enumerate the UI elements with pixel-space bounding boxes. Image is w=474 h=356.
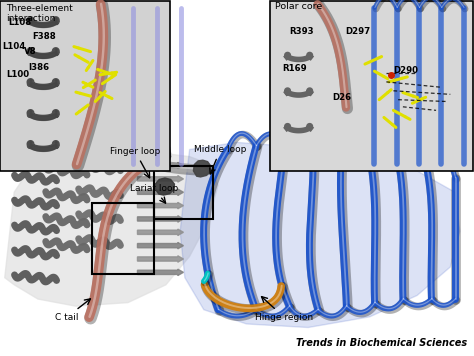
Polygon shape: [180, 142, 460, 328]
Text: Three-element
interaction: Three-element interaction: [6, 4, 73, 23]
FancyArrow shape: [137, 162, 183, 169]
Text: Trends in Biochemical Sciences: Trends in Biochemical Sciences: [296, 338, 467, 348]
Text: F388: F388: [32, 32, 55, 41]
FancyArrow shape: [137, 176, 183, 182]
Text: L108: L108: [9, 18, 32, 27]
Polygon shape: [149, 140, 171, 168]
Polygon shape: [149, 143, 171, 171]
Text: Finger loop: Finger loop: [110, 147, 160, 178]
FancyArrow shape: [137, 202, 183, 209]
Text: L104: L104: [2, 42, 26, 51]
Text: R169: R169: [282, 64, 307, 73]
Polygon shape: [155, 178, 174, 195]
FancyArrow shape: [137, 229, 183, 236]
Text: C tail: C tail: [55, 299, 91, 322]
Text: Hinge region: Hinge region: [255, 297, 313, 322]
Text: R393: R393: [289, 27, 314, 36]
FancyArrow shape: [137, 216, 183, 222]
Text: L100: L100: [7, 70, 30, 79]
Text: Lariat loop: Lariat loop: [130, 184, 178, 203]
Bar: [154, 166, 213, 219]
Text: Middle loop: Middle loop: [194, 145, 246, 174]
Polygon shape: [5, 150, 218, 306]
Bar: [0, 1, 170, 171]
FancyArrow shape: [137, 242, 183, 249]
Polygon shape: [193, 160, 211, 177]
Text: D290: D290: [393, 66, 419, 75]
Text: I386: I386: [28, 63, 49, 72]
FancyArrow shape: [137, 256, 183, 262]
Text: V8: V8: [24, 47, 36, 56]
FancyArrow shape: [137, 269, 183, 276]
Bar: [270, 1, 473, 171]
FancyArrow shape: [137, 189, 183, 195]
Text: D26: D26: [333, 93, 352, 102]
Bar: [92, 203, 154, 274]
Text: Polar core: Polar core: [275, 2, 322, 11]
Text: D297: D297: [345, 27, 370, 36]
